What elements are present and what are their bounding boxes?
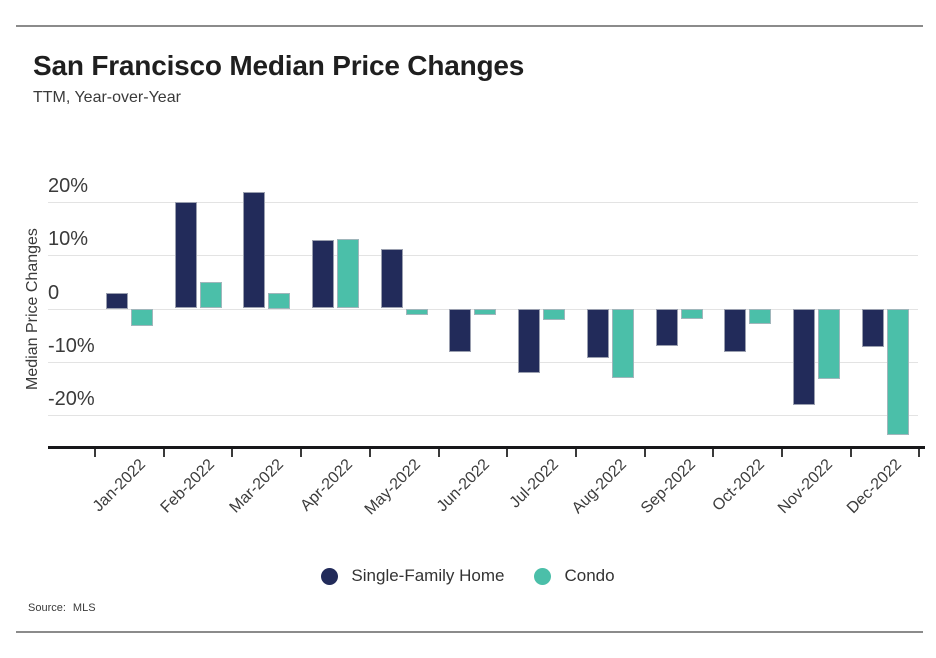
x-axis-tick bbox=[712, 449, 715, 457]
bar-condo-feb-2022 bbox=[199, 281, 222, 309]
y-tick-label--10%: -10% bbox=[48, 334, 95, 357]
bar-single-family-home-jan-2022 bbox=[105, 293, 128, 309]
bar-single-family-home-sep-2022 bbox=[655, 308, 678, 347]
legend-dot-condo bbox=[534, 567, 552, 585]
x-axis-tick bbox=[162, 449, 165, 457]
gridline-20% bbox=[48, 201, 918, 203]
x-axis-tick bbox=[231, 449, 234, 457]
bar-condo-may-2022 bbox=[405, 308, 428, 315]
bar-single-family-home-aug-2022 bbox=[586, 308, 609, 359]
bar-condo-apr-2022 bbox=[337, 239, 359, 309]
bar-single-family-home-may-2022 bbox=[380, 249, 403, 309]
x-axis-tick bbox=[918, 449, 921, 457]
top-divider bbox=[16, 25, 923, 27]
chart-subtitle: TTM, Year-over-Year bbox=[33, 89, 181, 106]
bar-single-family-home-mar-2022 bbox=[243, 191, 266, 309]
gridline-10% bbox=[48, 255, 918, 257]
bar-single-family-home-apr-2022 bbox=[312, 239, 334, 309]
bar-condo-nov-2022 bbox=[817, 308, 840, 380]
x-axis-tick bbox=[643, 449, 646, 457]
x-axis-tick bbox=[437, 449, 440, 457]
gridline--10% bbox=[48, 361, 918, 363]
y-tick-label--20%: -20% bbox=[48, 388, 95, 411]
bar-condo-jul-2022 bbox=[543, 308, 566, 320]
x-axis-line bbox=[48, 446, 925, 449]
x-axis-tick bbox=[506, 449, 509, 457]
bar-single-family-home-jul-2022 bbox=[518, 308, 541, 373]
bar-condo-mar-2022 bbox=[268, 293, 291, 309]
bar-condo-jun-2022 bbox=[474, 308, 497, 315]
x-axis-tick bbox=[300, 449, 303, 457]
bar-single-family-home-nov-2022 bbox=[792, 308, 815, 405]
bar-single-family-home-jun-2022 bbox=[449, 308, 472, 352]
bar-single-family-home-oct-2022 bbox=[724, 308, 747, 352]
y-tick-label-10%: 10% bbox=[48, 228, 89, 251]
x-axis-tick bbox=[368, 449, 371, 457]
source-prefix: Source: bbox=[28, 602, 66, 614]
x-axis-tick bbox=[849, 449, 852, 457]
bar-condo-jan-2022 bbox=[130, 308, 153, 326]
y-tick-label-20%: 20% bbox=[48, 174, 89, 197]
y-axis-title: Median Price Changes bbox=[24, 228, 41, 390]
legend-label-condo: Condo bbox=[564, 566, 615, 585]
source-value: MLS bbox=[72, 602, 96, 614]
x-axis-tick bbox=[94, 449, 96, 457]
legend-dot-single-family-home bbox=[321, 567, 339, 585]
y-tick-label-0: 0 bbox=[48, 281, 60, 304]
source-note: Source: MLS bbox=[28, 602, 96, 614]
x-axis-tick bbox=[781, 449, 783, 457]
bar-single-family-home-dec-2022 bbox=[861, 308, 884, 348]
chart-title: San Francisco Median Price Changes bbox=[33, 50, 525, 81]
x-axis-tick bbox=[574, 449, 577, 457]
bottom-divider bbox=[16, 631, 923, 633]
legend-label-single-family-home: Single-Family Home bbox=[351, 566, 505, 585]
bar-condo-aug-2022 bbox=[611, 308, 634, 379]
legend: Single-Family Home Condo bbox=[0, 566, 936, 586]
bar-condo-oct-2022 bbox=[749, 308, 772, 324]
bar-condo-dec-2022 bbox=[886, 308, 909, 436]
bar-single-family-home-feb-2022 bbox=[174, 201, 197, 309]
gridline--20% bbox=[48, 415, 918, 417]
legend-item-condo: Condo bbox=[534, 566, 615, 586]
bar-condo-sep-2022 bbox=[680, 308, 703, 320]
legend-item-single-family-home: Single-Family Home bbox=[321, 566, 504, 586]
